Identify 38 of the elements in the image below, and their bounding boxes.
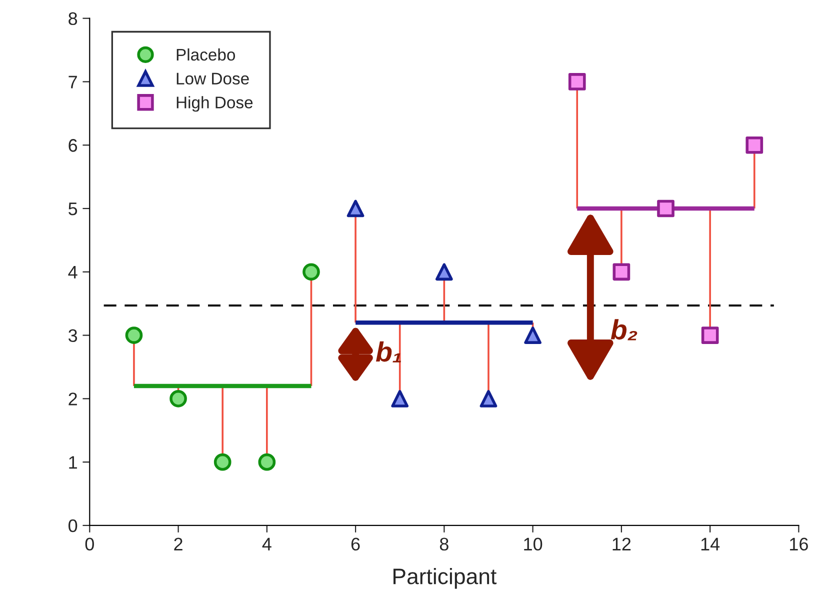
point [346, 200, 364, 218]
x-tick-label: 0 [85, 538, 94, 551]
point [391, 390, 409, 408]
x-tick-label: 16 [790, 538, 808, 551]
annotation: b₂ [610, 319, 638, 340]
y-tick-label: 8 [68, 12, 78, 26]
point [125, 326, 143, 344]
point [214, 453, 232, 471]
x-tick-label: 6 [351, 538, 360, 551]
y-tick-label: 2 [68, 392, 77, 406]
x-axis-title: Participant [394, 568, 497, 589]
y-tick-label: 5 [68, 202, 78, 216]
point [657, 200, 674, 218]
y-tick-label: 7 [68, 76, 77, 88]
y-tick-label: 4 [68, 266, 78, 278]
y-tick-label: 6 [68, 139, 78, 152]
point [170, 390, 187, 408]
point [524, 326, 542, 344]
point [746, 136, 764, 154]
y-tick-label: 0 [68, 519, 78, 532]
y-tick-label: 1 [69, 456, 77, 469]
point [612, 263, 630, 281]
point [480, 390, 498, 408]
legend-label: High Dose [176, 96, 253, 112]
point [568, 73, 586, 90]
point [302, 263, 320, 281]
y-tick-label: 3 [68, 329, 78, 342]
x-tick-label: 12 [612, 538, 631, 550]
legend-label: Placebo [176, 48, 236, 61]
point [701, 326, 719, 344]
x-tick-label: 8 [440, 538, 448, 551]
legend-label: Low Dose [176, 72, 249, 85]
x-tick-label: 4 [262, 538, 272, 550]
x-tick-label: 2 [174, 538, 182, 550]
point [436, 263, 453, 281]
x-tick-label: 10 [524, 538, 542, 551]
x-tick-label: 14 [701, 538, 720, 550]
point [258, 453, 276, 471]
